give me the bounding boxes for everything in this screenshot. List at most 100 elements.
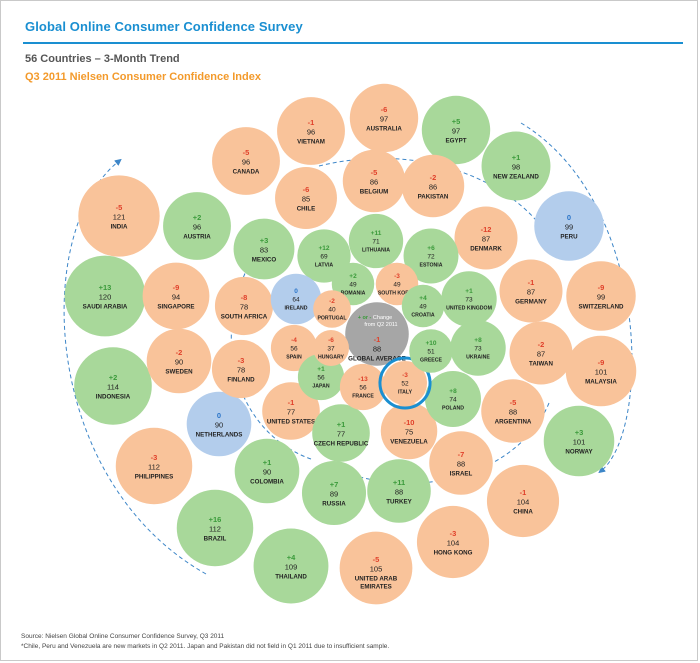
bubble-circle-denmark bbox=[454, 206, 518, 270]
bubble-new-zealand: +198 NEW ZEALAND bbox=[481, 131, 551, 201]
bubble-circle-finland bbox=[211, 339, 271, 399]
index-label-indonesia: 114 bbox=[107, 383, 119, 392]
country-label-sweden: SWEDEN bbox=[165, 369, 193, 376]
index-label-poland: 74 bbox=[449, 397, 457, 404]
change-label-russia: +7 bbox=[330, 480, 339, 489]
bubble-circle-brazil bbox=[176, 489, 254, 567]
bubble-circle-egypt bbox=[421, 95, 491, 165]
index-label-australia: 97 bbox=[380, 115, 388, 124]
bubble-vietnam: -196 VIETNAM bbox=[277, 97, 345, 165]
country-label-united-kingdom: UNITED KINGDOM bbox=[446, 306, 492, 312]
index-label-finland: 78 bbox=[237, 366, 245, 375]
index-label-saudi-arabia: 120 bbox=[99, 293, 112, 302]
bubble-pakistan: -286 PAKISTAN bbox=[401, 154, 465, 218]
change-label-united-arab-emirates: -5 bbox=[373, 555, 380, 564]
bubble-latvia: +12 69 LATVIA bbox=[297, 229, 351, 283]
bubble-circle-united-states bbox=[262, 382, 320, 440]
country-label-france: FRANCE bbox=[352, 394, 374, 400]
bubble-belgium: -586 BELGIUM bbox=[342, 149, 406, 213]
change-label-global-average: -1 bbox=[374, 335, 381, 344]
index-label-united-states: 77 bbox=[287, 408, 295, 417]
index-label-china: 104 bbox=[517, 498, 530, 507]
bubble-south-africa: -878 SOUTH AFRICA bbox=[214, 276, 274, 336]
bubble-finland: -378 FINLAND bbox=[211, 339, 271, 399]
index-label-hong-kong: 104 bbox=[447, 539, 460, 548]
bubble-circle-thailand bbox=[253, 528, 329, 604]
bubble-singapore: -994 SINGAPORE bbox=[142, 262, 210, 330]
change-label-peru: 0 bbox=[567, 213, 571, 222]
report-subtitle: 56 Countries – 3-Month Trend bbox=[25, 53, 180, 65]
change-label-portugal: -2 bbox=[329, 298, 335, 305]
change-label-united-kingdom: +1 bbox=[465, 288, 473, 295]
index-label-spain: 56 bbox=[290, 346, 298, 353]
country-label-norway: NORWAY bbox=[565, 449, 593, 456]
change-label-china: -1 bbox=[520, 488, 527, 497]
bubble-circle-netherlands bbox=[186, 391, 252, 457]
index-label-romania: 49 bbox=[349, 282, 357, 289]
country-label-argentina: ARGENTINA bbox=[495, 419, 532, 426]
index-label-new-zealand: 98 bbox=[512, 163, 520, 172]
country-label-taiwan: TAIWAN bbox=[529, 361, 553, 368]
index-label-singapore: 94 bbox=[172, 293, 180, 302]
country-label-croatia: CROATIA bbox=[411, 313, 434, 319]
country-label-mexico: MEXICO bbox=[252, 257, 277, 264]
country-label-global-average: GLOBAL AVERAGE bbox=[348, 356, 406, 363]
bubble-circle-new-zealand bbox=[481, 131, 551, 201]
change-label-czech-republic: +1 bbox=[337, 420, 346, 429]
change-label-australia: -6 bbox=[381, 105, 388, 114]
change-label-new-zealand: +1 bbox=[512, 153, 521, 162]
change-label-vietnam: -1 bbox=[308, 118, 315, 127]
bubble-circle-sweden bbox=[146, 328, 212, 394]
change-label-philippines: -3 bbox=[151, 453, 158, 462]
country-label-venezuela: VENEZUELA bbox=[390, 439, 428, 446]
index-label-israel: 88 bbox=[457, 460, 465, 469]
country-label-finland: FINLAND bbox=[227, 377, 255, 384]
change-label-finland: -3 bbox=[238, 356, 245, 365]
bubble-circle-poland bbox=[425, 371, 481, 427]
change-label-south-africa: -8 bbox=[241, 293, 248, 302]
index-label-denmark: 87 bbox=[482, 235, 490, 244]
bubble-austria: +296 AUSTRIA bbox=[163, 192, 231, 260]
country-label-china: CHINA bbox=[513, 509, 533, 516]
country-label-russia: RUSSIA bbox=[322, 501, 346, 508]
country-label-poland: POLAND bbox=[442, 406, 464, 412]
change-label-estonia: +6 bbox=[427, 245, 435, 252]
country-label-thailand: THAILAND bbox=[275, 574, 307, 581]
bubble-circle-indonesia bbox=[74, 347, 152, 425]
bubble-circle-lithuania bbox=[348, 213, 404, 269]
country-label-portugal: PORTUGAL bbox=[317, 316, 347, 322]
bubble-circle-switzerland bbox=[566, 261, 636, 331]
bubble-circle-venezuela bbox=[380, 402, 438, 460]
bubble-circle-united-kingdom bbox=[441, 271, 497, 327]
bubble-circle-vietnam bbox=[277, 97, 345, 165]
bubble-circle-global-average bbox=[345, 302, 409, 366]
markets-note: *Chile, Peru and Venezuela are new marke… bbox=[21, 643, 390, 650]
index-label-switzerland: 99 bbox=[597, 293, 605, 302]
change-label-malaysia: -9 bbox=[598, 358, 605, 367]
bubble-netherlands: 090 NETHERLANDS bbox=[186, 391, 252, 457]
bubble-croatia: +4 49 CROATIA bbox=[401, 284, 445, 328]
bubble-circle-india bbox=[78, 175, 160, 257]
index-label-lithuania: 71 bbox=[372, 239, 380, 246]
index-label-argentina: 88 bbox=[509, 408, 517, 417]
bubble-circle-belgium bbox=[342, 149, 406, 213]
change-label-spain: -4 bbox=[291, 337, 297, 344]
bubble-canada: -596 CANADA bbox=[212, 127, 280, 195]
country-label-belgium: BELGIUM bbox=[360, 189, 389, 196]
change-label-venezuela: -10 bbox=[404, 418, 415, 427]
bubble-circle-germany bbox=[499, 259, 563, 323]
index-label-chile: 85 bbox=[302, 195, 310, 204]
index-title: Q3 2011 Nielsen Consumer Confidence Inde… bbox=[25, 71, 261, 83]
index-label-ireland: 64 bbox=[292, 297, 300, 304]
index-label-germany: 87 bbox=[527, 288, 535, 297]
country-label-chile: CHILE bbox=[297, 206, 316, 213]
index-label-sweden: 90 bbox=[175, 358, 183, 367]
